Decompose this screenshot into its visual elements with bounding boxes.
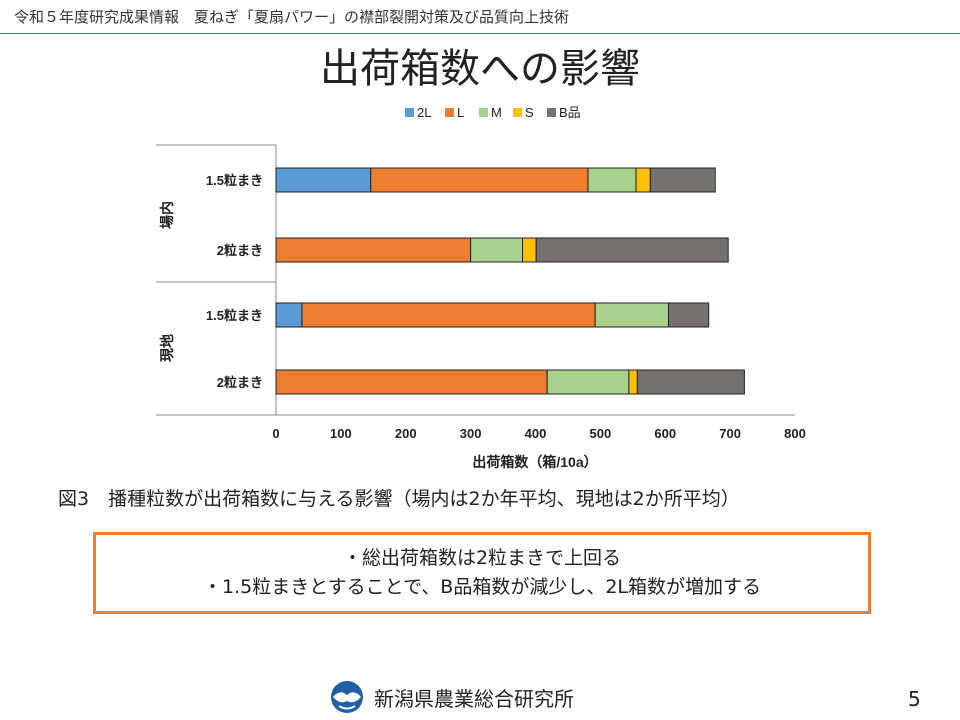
summary-box: ・総出荷箱数は2粒まきで上回る ・1.5粒まきとすることで、B品箱数が減少し、2…: [93, 532, 871, 614]
x-tick-label-7: 700: [719, 426, 741, 441]
legend-label-3: S: [525, 105, 534, 120]
group-label-0: 場内: [159, 201, 175, 229]
org-logo-icon: [331, 681, 363, 713]
category-label-0-0: 1.5粒まき: [206, 173, 263, 188]
legend-swatch-4: [547, 108, 556, 117]
x-tick-label-5: 500: [590, 426, 612, 441]
x-tick-label-8: 800: [784, 426, 806, 441]
chart-category-labels: 1.5粒まき 2粒まき 1.5粒まき 2粒まき: [206, 173, 263, 390]
stacked-bar-chart: 2L L M S B品 0 100 200 300 400 500 600 700 800 1.5粒まき…: [156, 105, 806, 470]
bar-segment-1-1: [275, 237, 472, 263]
category-label-0-1: 2粒まき: [217, 243, 263, 258]
legend-swatch-3: [513, 108, 522, 117]
x-axis-label: 出荷箱数（箱/10a）: [472, 454, 597, 470]
x-tick-label-2: 200: [395, 426, 417, 441]
bar-segment-2-0: [275, 302, 303, 328]
legend-swatch-0: [405, 108, 414, 117]
bar-segment-0-4: [649, 167, 716, 193]
page-number: 5: [908, 687, 921, 711]
bar-segment-3-2: [546, 369, 630, 395]
bar-segment-2-2: [594, 302, 669, 328]
x-tick-label-1: 100: [330, 426, 352, 441]
legend-label-0: 2L: [417, 105, 431, 120]
bar-segment-0-1: [370, 167, 589, 193]
bar-segment-0-3: [635, 167, 651, 193]
chart-bars: [275, 167, 745, 395]
x-tick-label-6: 600: [654, 426, 676, 441]
bar-segment-1-2: [470, 237, 524, 263]
chart-legend: 2L L M S B品: [405, 105, 581, 120]
legend-label-4: B品: [559, 105, 581, 120]
bar-segment-3-3: [628, 369, 638, 395]
slide-title: 出荷箱数への影響: [320, 46, 640, 92]
legend-swatch-1: [445, 108, 454, 117]
category-label-1-0: 1.5粒まき: [206, 308, 263, 323]
bar-segment-3-1: [275, 369, 548, 395]
legend-swatch-2: [479, 108, 488, 117]
bar-segment-1-3: [522, 237, 537, 263]
category-label-1-1: 2粒まき: [217, 375, 263, 390]
x-tick-label-3: 300: [460, 426, 482, 441]
footer: 新潟県農業総合研究所: [330, 680, 574, 714]
header-text: 令和５年度研究成果情報 夏ねぎ「夏扇パワー」の襟部裂開対策及び品質向上技術: [14, 8, 570, 26]
x-tick-label-4: 400: [525, 426, 547, 441]
bar-segment-2-1: [301, 302, 596, 328]
org-name: 新潟県農業総合研究所: [374, 686, 574, 711]
header-divider: [0, 33, 960, 34]
chart-x-ticks: 0 100 200 300 400 500 600 700 800: [272, 426, 805, 441]
summary-line-2: ・1.5粒まきとすることで、B品箱数が減少し、2L箱数が増加する: [202, 576, 762, 598]
legend-label-1: L: [457, 105, 464, 120]
figure-caption: 図3 播種粒数が出荷箱数に与える影響（場内は2か年平均、現地は2か所平均）: [58, 488, 740, 510]
bar-segment-3-4: [636, 369, 745, 395]
bar-segment-1-4: [535, 237, 729, 263]
summary-line-1: ・総出荷箱数は2粒まきで上回る: [342, 547, 622, 569]
bar-segment-0-0: [275, 167, 372, 193]
bar-segment-0-2: [587, 167, 637, 193]
bar-segment-2-4: [667, 302, 710, 328]
legend-label-2: M: [491, 105, 502, 120]
x-tick-label-0: 0: [272, 426, 279, 441]
group-label-1: 現地: [159, 334, 175, 362]
